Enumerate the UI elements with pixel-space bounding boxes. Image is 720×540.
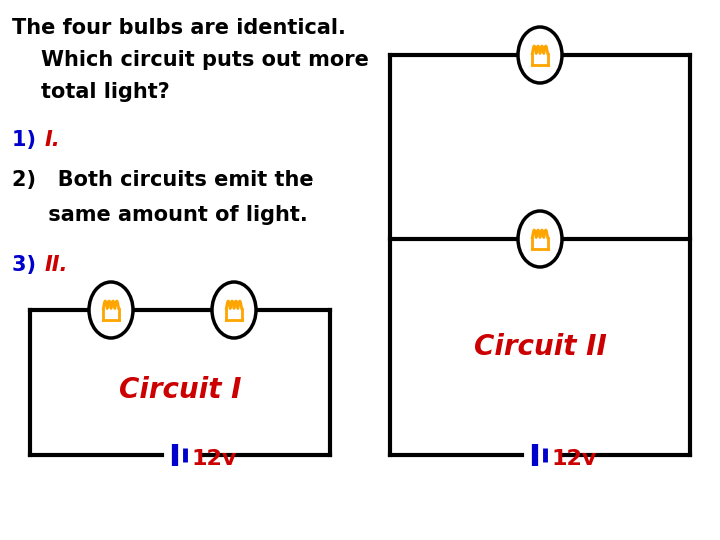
Text: I.: I.	[45, 130, 60, 150]
Text: Which circuit puts out more: Which circuit puts out more	[12, 50, 369, 70]
Text: The four bulbs are identical.: The four bulbs are identical.	[12, 18, 346, 38]
Text: 1): 1)	[12, 130, 43, 150]
Text: same amount of light.: same amount of light.	[12, 205, 307, 225]
Ellipse shape	[212, 282, 256, 338]
Text: 12v: 12v	[552, 449, 598, 469]
Ellipse shape	[89, 282, 133, 338]
Text: II.: II.	[45, 255, 68, 275]
Text: 12v: 12v	[192, 449, 238, 469]
Text: Circuit I: Circuit I	[119, 376, 241, 404]
Text: total light?: total light?	[12, 82, 170, 102]
Text: 2)   Both circuits emit the: 2) Both circuits emit the	[12, 170, 314, 190]
Text: Circuit II: Circuit II	[474, 333, 606, 361]
Ellipse shape	[518, 211, 562, 267]
Ellipse shape	[518, 27, 562, 83]
Text: 3): 3)	[12, 255, 43, 275]
